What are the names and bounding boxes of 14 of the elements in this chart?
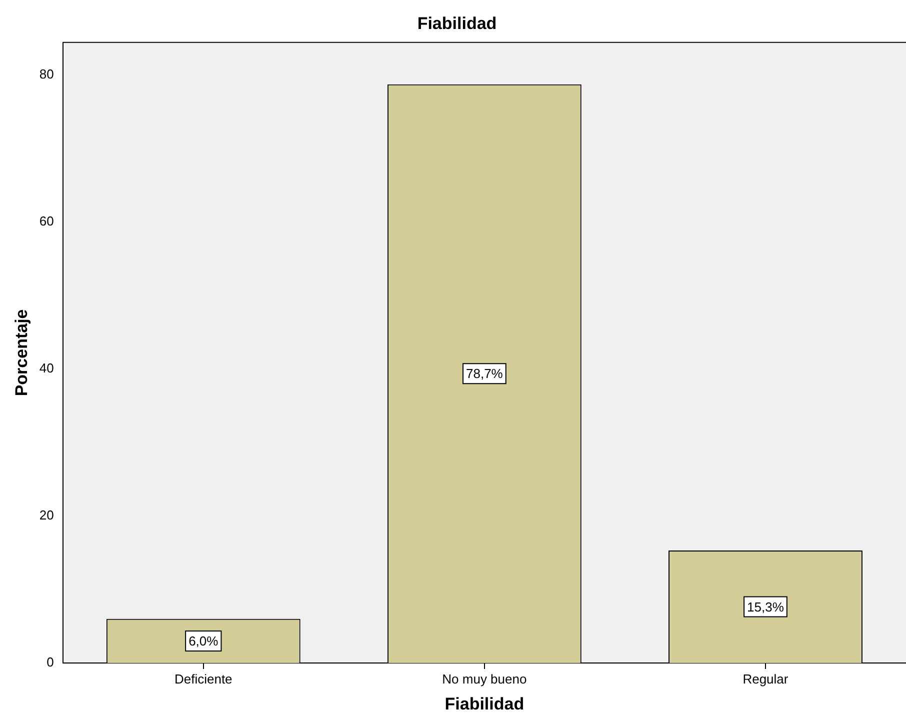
y-tick-label: 60 [39,213,54,228]
x-axis-title: Fiabilidad [444,694,524,714]
x-tick-label: Regular [742,671,789,686]
y-tick-label: 80 [39,66,54,82]
y-tick-label: 0 [46,654,54,670]
y-axis-title: Porcentaje [12,309,31,396]
x-tick-label: No muy bueno [442,671,527,686]
x-tick-label: Deficiente [174,671,232,686]
chart-title: Fiabilidad [417,14,497,33]
y-tick-label: 40 [39,360,54,376]
data-label: 78,7% [466,366,504,382]
data-label: 15,3% [747,599,784,614]
data-label: 6,0% [188,634,219,649]
y-tick-label: 20 [39,508,54,523]
